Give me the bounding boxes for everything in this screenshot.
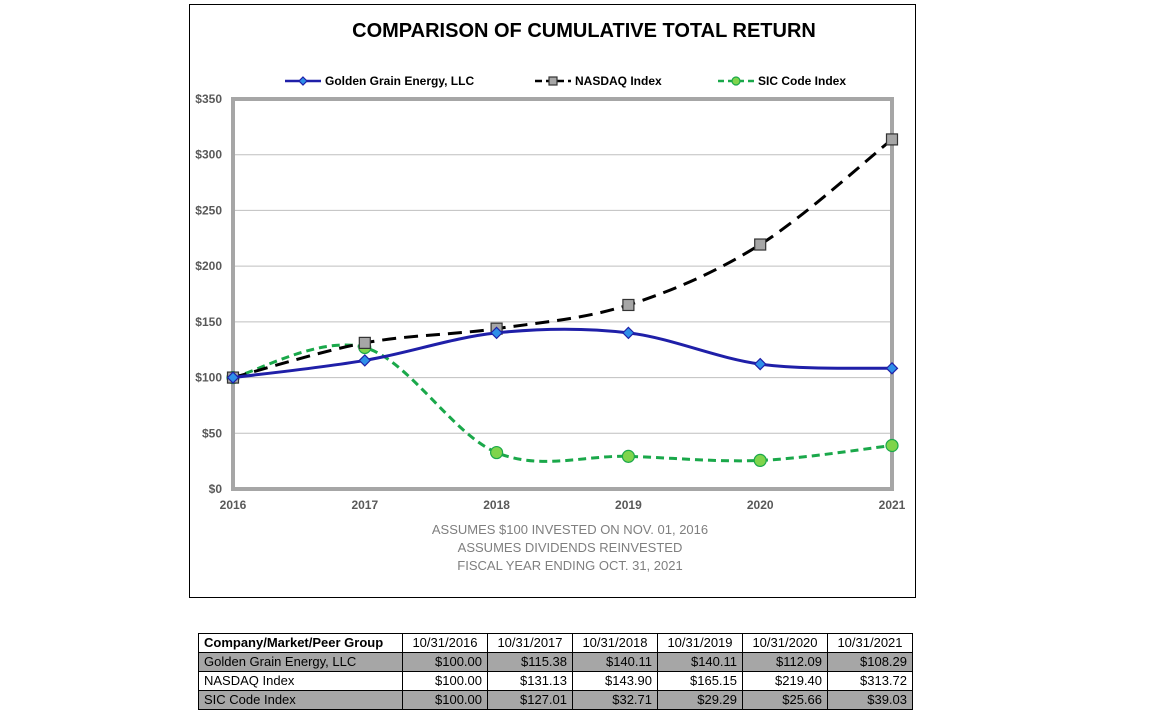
table-row: SIC Code Index $100.00 $127.01 $32.71 $2…	[198, 690, 913, 710]
table-cell: $108.29	[827, 652, 913, 672]
legend-label: Golden Grain Energy, LLC	[325, 74, 474, 88]
table-cell: $127.01	[487, 690, 573, 710]
x-tick-label: 2016	[220, 498, 247, 512]
data-point-circle	[885, 438, 899, 453]
legend-label: SIC Code Index	[758, 74, 846, 88]
data-point-square	[754, 238, 767, 251]
gridlines	[233, 154, 892, 434]
plot-frame	[231, 97, 894, 491]
table-cell: $100.00	[402, 690, 488, 710]
data-point-circle	[753, 453, 767, 468]
series-line	[232, 138, 893, 380]
y-tick-label: $300	[195, 148, 222, 162]
x-tick-label: 2019	[615, 498, 642, 512]
x-tick-label: 2018	[483, 498, 510, 512]
table-cell: $112.09	[742, 652, 828, 672]
data-point-diamond	[298, 76, 308, 86]
table-cell: $25.66	[742, 690, 828, 710]
legend-label: NASDAQ Index	[575, 74, 662, 88]
chart-title: COMPARISON OF CUMULATIVE TOTAL RETURN	[352, 20, 816, 42]
table-cell: NASDAQ Index	[198, 671, 403, 691]
table-cell: $140.11	[572, 652, 658, 672]
data-point-diamond	[885, 361, 899, 375]
data-point-diamond	[753, 357, 767, 371]
note-1: ASSUMES $100 INVESTED ON NOV. 01, 2016	[432, 522, 708, 537]
y-tick-label: $250	[195, 203, 222, 217]
data-point-square	[885, 133, 899, 146]
table-cell: $100.00	[402, 671, 488, 691]
data-point-diamond	[622, 326, 635, 340]
table-cell: Golden Grain Energy, LLC	[198, 652, 403, 672]
table-cell: $39.03	[827, 690, 913, 710]
table-header-cell: 10/31/2020	[742, 633, 828, 653]
returns-table: Company/Market/Peer Group 10/31/2016 10/…	[198, 633, 913, 710]
table-cell: $165.15	[657, 671, 743, 691]
table-cell: SIC Code Index	[198, 690, 403, 710]
table-header-cell: 10/31/2018	[572, 633, 658, 653]
x-tick-label: 2017	[351, 498, 378, 512]
y-tick-label: $0	[209, 482, 223, 496]
x-tick-label: 2021	[879, 498, 906, 512]
table-header-cell: Company/Market/Peer Group	[198, 633, 403, 653]
series-line	[232, 343, 893, 463]
data-point-circle	[490, 445, 504, 460]
data-point-diamond	[358, 354, 372, 367]
legend-item: Golden Grain Energy, LLC	[285, 74, 474, 88]
table-row: NASDAQ Index $100.00 $131.13 $143.90 $16…	[198, 671, 913, 691]
table-header-row: Company/Market/Peer Group 10/31/2016 10/…	[198, 633, 913, 653]
data-point-square	[622, 298, 635, 312]
table-cell: $140.11	[657, 652, 743, 672]
table-header-cell: 10/31/2016	[402, 633, 488, 653]
table-header-cell: 10/31/2019	[657, 633, 743, 653]
table-row: Golden Grain Energy, LLC $100.00 $115.38…	[198, 652, 913, 672]
table-cell: $143.90	[572, 671, 658, 691]
data-point-diamond	[226, 371, 240, 384]
series-0	[226, 326, 899, 384]
table-header-cell: 10/31/2017	[487, 633, 573, 653]
series-1	[226, 133, 899, 384]
table-cell: $29.29	[657, 690, 743, 710]
chart-svg: COMPARISON OF CUMULATIVE TOTAL RETURN Go…	[195, 20, 906, 573]
table-cell: $219.40	[742, 671, 828, 691]
data-point-circle	[621, 449, 635, 463]
table-cell: $313.72	[827, 671, 913, 691]
series-2	[226, 340, 899, 468]
series-line	[232, 327, 893, 380]
legend-item: SIC Code Index	[718, 74, 846, 88]
table-cell: $115.38	[487, 652, 573, 672]
table-header-cell: 10/31/2021	[827, 633, 913, 653]
legend-item: NASDAQ Index	[535, 74, 662, 88]
y-tick-label: $100	[195, 371, 222, 385]
y-tick-label: $150	[195, 315, 222, 329]
data-point-square	[548, 76, 558, 86]
y-tick-label: $350	[195, 92, 222, 106]
table-cell: $100.00	[402, 652, 488, 672]
data-point-diamond	[490, 326, 503, 340]
data-point-square	[358, 336, 371, 349]
note-3: FISCAL YEAR ENDING OCT. 31, 2021	[457, 558, 682, 573]
x-axis-ticks: 2016 2017 2018 2019 2020 2021	[220, 498, 906, 512]
table-cell: $32.71	[572, 690, 658, 710]
note-2: ASSUMES DIVIDENDS REINVESTED	[458, 540, 683, 555]
y-tick-label: $50	[202, 426, 222, 440]
x-tick-label: 2020	[747, 498, 774, 512]
legend: Golden Grain Energy, LLC NASDAQ Index SIC …	[285, 74, 846, 88]
data-point-circle	[731, 76, 741, 86]
y-axis-ticks: $0 $50 $100 $150 $200 $250 $300 $350	[195, 92, 222, 496]
table-cell: $131.13	[487, 671, 573, 691]
series-lines	[226, 133, 899, 468]
y-tick-label: $200	[195, 259, 222, 273]
chart-frame: COMPARISON OF CUMULATIVE TOTAL RETURN Go…	[189, 4, 916, 598]
